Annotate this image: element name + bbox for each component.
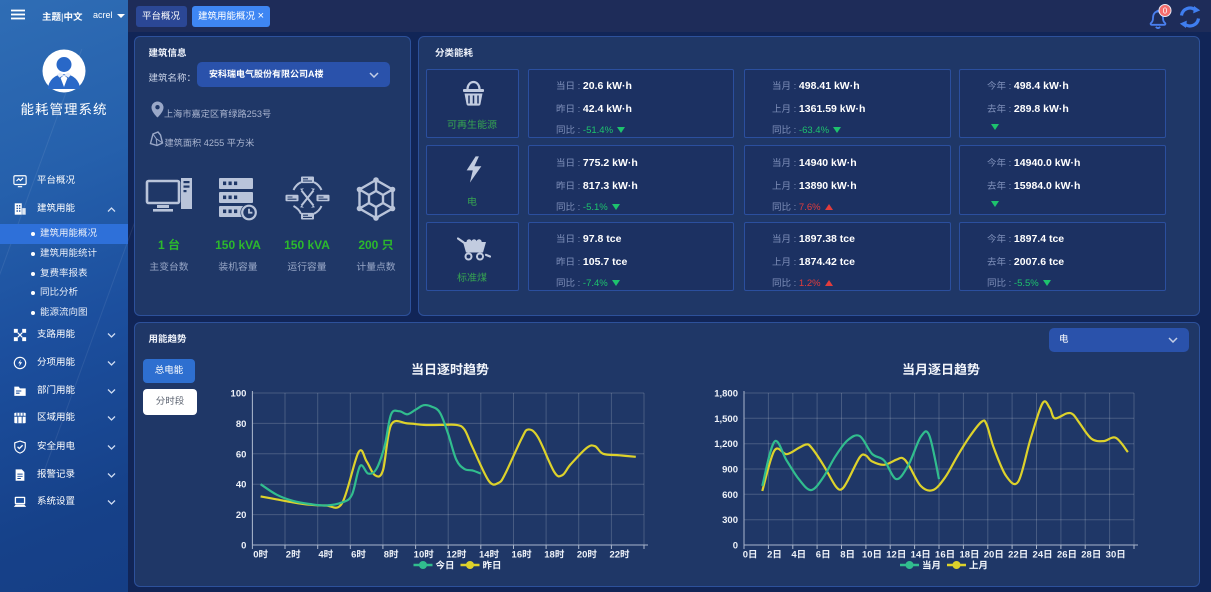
svg-text:14日: 14日 — [911, 550, 931, 561]
svg-text:昨日: 昨日 — [483, 558, 502, 572]
svg-text:0日: 0日 — [743, 550, 758, 561]
svg-text:28日: 28日 — [1081, 550, 1101, 561]
svg-text:2时: 2时 — [286, 550, 301, 561]
svg-text:60: 60 — [236, 449, 247, 460]
svg-text:900: 900 — [722, 465, 738, 476]
svg-text:14时: 14时 — [479, 550, 500, 561]
svg-text:40: 40 — [236, 480, 247, 491]
svg-text:30日: 30日 — [1106, 550, 1126, 561]
svg-text:6日: 6日 — [816, 550, 831, 561]
svg-text:4时: 4时 — [318, 550, 333, 561]
svg-text:10日: 10日 — [862, 550, 882, 561]
svg-text:今日: 今日 — [436, 558, 455, 572]
svg-text:600: 600 — [722, 490, 738, 501]
svg-text:300: 300 — [722, 515, 738, 526]
svg-text:12日: 12日 — [886, 550, 906, 561]
svg-text:8时: 8时 — [384, 550, 399, 561]
svg-text:0: 0 — [241, 541, 246, 552]
svg-text:20日: 20日 — [984, 550, 1004, 561]
svg-text:0: 0 — [1163, 6, 1168, 15]
svg-text:1,500: 1,500 — [714, 414, 738, 425]
svg-text:20: 20 — [236, 510, 247, 521]
svg-text:0: 0 — [733, 541, 738, 552]
svg-text:26日: 26日 — [1057, 550, 1077, 561]
svg-text:18日: 18日 — [959, 550, 979, 561]
svg-text:24日: 24日 — [1033, 550, 1053, 561]
svg-text:16日: 16日 — [935, 550, 955, 561]
svg-text:0时: 0时 — [253, 550, 268, 561]
svg-text:16时: 16时 — [512, 550, 533, 561]
svg-text:8日: 8日 — [840, 550, 855, 561]
svg-text:80: 80 — [236, 419, 247, 430]
svg-text:10时: 10时 — [414, 550, 435, 561]
svg-text:上月: 上月 — [969, 558, 988, 572]
svg-text:1,800: 1,800 — [714, 389, 738, 400]
svg-text:20时: 20时 — [577, 550, 598, 561]
svg-text:12时: 12时 — [446, 550, 467, 561]
svg-text:22日: 22日 — [1008, 550, 1028, 561]
svg-text:1,200: 1,200 — [714, 439, 738, 450]
svg-text:4日: 4日 — [791, 550, 806, 561]
svg-text:22时: 22时 — [609, 550, 630, 561]
svg-text:6时: 6时 — [351, 550, 366, 561]
svg-text:18时: 18时 — [544, 550, 565, 561]
svg-text:100: 100 — [231, 389, 247, 400]
svg-text:2日: 2日 — [767, 550, 782, 561]
svg-text:当月: 当月 — [922, 558, 941, 572]
